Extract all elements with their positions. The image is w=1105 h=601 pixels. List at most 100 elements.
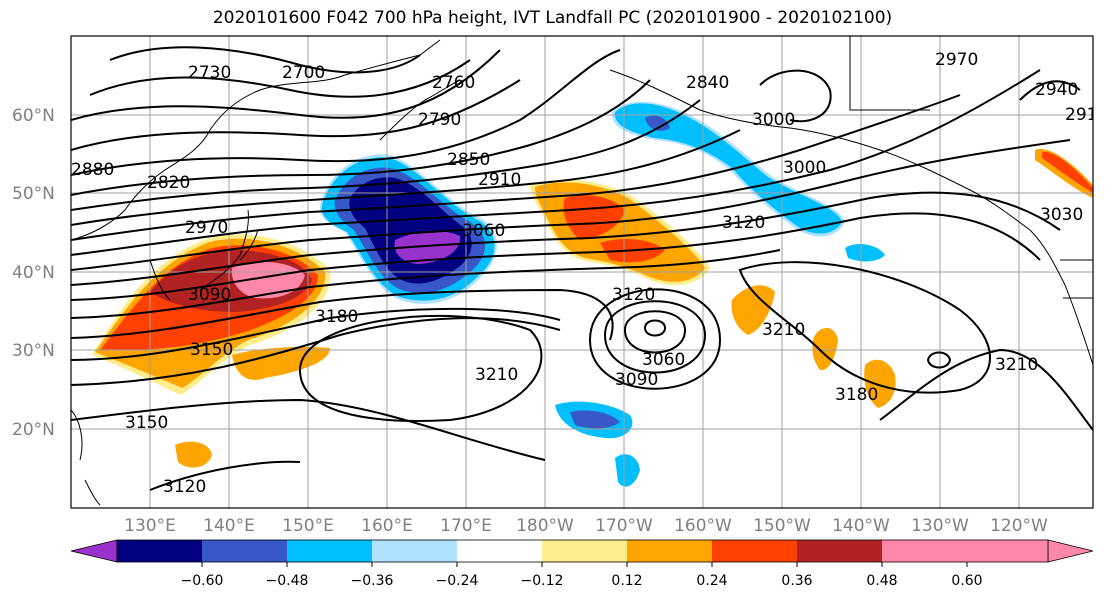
contour-3030 [71, 191, 1061, 286]
lat-label: 40°N [12, 263, 55, 283]
contour-high-3210 [298, 314, 543, 422]
colorbar-swatch [797, 540, 882, 562]
shade-pos-east3 [864, 359, 896, 408]
coast-border1 [849, 36, 930, 111]
colorbar-tick-label: 0.12 [611, 573, 642, 589]
lat-label: 30°N [12, 341, 55, 361]
contour-label: 3000 [783, 158, 826, 178]
contour-label: 3090 [188, 285, 231, 305]
contour-label: 2700 [282, 63, 325, 83]
contour-2850 [71, 79, 651, 196]
contour-label: 2850 [447, 150, 490, 170]
contour-label: 3090 [615, 370, 658, 390]
colorbar-tick-label: 0.60 [951, 573, 982, 589]
contour-label: 2760 [432, 73, 475, 93]
coast-border2 [1060, 259, 1093, 299]
colorbar-swatch [372, 540, 457, 562]
contour-label: 2790 [418, 110, 461, 130]
coast-japan [199, 209, 259, 291]
contour-2910 [71, 129, 741, 226]
shade-neg-hawaii [845, 244, 885, 262]
colorbar-tick-label: −0.36 [351, 573, 394, 589]
coast-asia [71, 39, 441, 241]
colorbar-right-arrow [1047, 539, 1094, 563]
map-title: 2020101600 F042 700 hPa height, IVT Land… [212, 8, 893, 28]
lon-label: 130°W [911, 516, 969, 536]
contour-label: 2970 [935, 50, 978, 70]
colorbar-swatch [117, 540, 202, 562]
contour-label: 3210 [995, 355, 1038, 375]
colorbar-tick-label: −0.24 [436, 573, 479, 589]
shade-neg-south2 [615, 454, 640, 487]
colorbar: −0.60 −0.48 −0.36 −0.24 −0.12 0.12 0.24 … [70, 539, 1094, 589]
contour-label: 3210 [475, 365, 518, 385]
colorbar-ticks [201, 562, 968, 567]
contour-label: 3030 [1040, 205, 1083, 225]
contour-high-3210b [738, 261, 991, 394]
height-contours [71, 46, 1093, 491]
lon-label: 150°W [753, 516, 811, 536]
contour-alaska-3000 [759, 69, 832, 123]
colorbar-outline [116, 539, 1049, 563]
colorbar-swatch [627, 540, 712, 562]
lon-label: 130°E [124, 516, 176, 536]
contour-label: 2970 [185, 218, 228, 238]
contour-label: 3120 [612, 285, 655, 305]
contour-3060 [71, 212, 1041, 301]
contour-3180 [71, 317, 561, 386]
contour-label: 2840 [686, 73, 729, 93]
shade-neg-alaska-blue [645, 115, 670, 131]
contour-bc-2940 [1019, 80, 1081, 101]
contour-low-inner [643, 319, 667, 337]
contour-small [926, 351, 952, 369]
shade-japan-south2 [175, 441, 212, 468]
contour-2760 [71, 49, 501, 121]
contour-2730 [89, 59, 471, 98]
contour-label: 2940 [1035, 80, 1078, 100]
contour-low-3120 [588, 288, 722, 390]
lon-label: 140°W [832, 516, 890, 536]
contour-3150 [71, 307, 561, 361]
colorbar-swatch [542, 540, 627, 562]
contour-label: 3060 [642, 350, 685, 370]
lon-label: 120°W [990, 516, 1048, 536]
coast-korea [149, 259, 171, 301]
shade-pos-east2 [812, 328, 838, 371]
contour-label: 2820 [147, 173, 190, 193]
shade-pos-east [731, 285, 775, 335]
shade-japan-pink [231, 261, 305, 299]
lat-label: 60°N [12, 106, 55, 126]
contour-label: 2910 [1065, 105, 1105, 125]
lat-label: 50°N [12, 184, 55, 204]
lon-label: 170°E [440, 516, 492, 536]
contour-label: 3150 [190, 340, 233, 360]
map-panel: 2730 2700 2760 2790 2840 3000 2970 2940 … [71, 36, 1105, 508]
latitude-labels: 60°N 50°N 40°N 30°N 20°N [12, 106, 55, 440]
contour-label: 3180 [835, 385, 878, 405]
colorbar-swatch [202, 540, 287, 562]
contour-label: 3060 [462, 221, 505, 241]
shade-neg-south-blue [570, 410, 620, 429]
contour-label-group: 2730 2700 2760 2790 2840 3000 2970 2940 … [71, 50, 1105, 497]
contour-3120-south [149, 460, 301, 491]
colorbar-tick-label: 0.36 [781, 573, 812, 589]
lon-label: 150°E [282, 516, 334, 536]
colorbar-swatch [287, 540, 372, 562]
map-frame [70, 35, 1094, 509]
shade-neg-alaska [614, 103, 842, 234]
contour-3120 [71, 288, 614, 341]
coast-na-west [1029, 229, 1093, 366]
colorbar-left-arrow [70, 539, 118, 563]
shade-neg-purple [394, 231, 461, 264]
longitude-labels: 130°E 140°E 150°E 160°E 170°E 180°W 170°… [124, 516, 1048, 536]
contour-low-3060 [623, 310, 687, 354]
contour-2970 [71, 69, 1041, 256]
contour-2790 [71, 79, 521, 151]
colorbar-swatch [712, 540, 797, 562]
coastlines [71, 36, 1093, 506]
shade-pos-bc-red [1042, 151, 1093, 193]
colorbar-swatch-last [882, 540, 1048, 562]
lon-label: 160°W [674, 516, 732, 536]
contour-label: 3150 [125, 413, 168, 433]
